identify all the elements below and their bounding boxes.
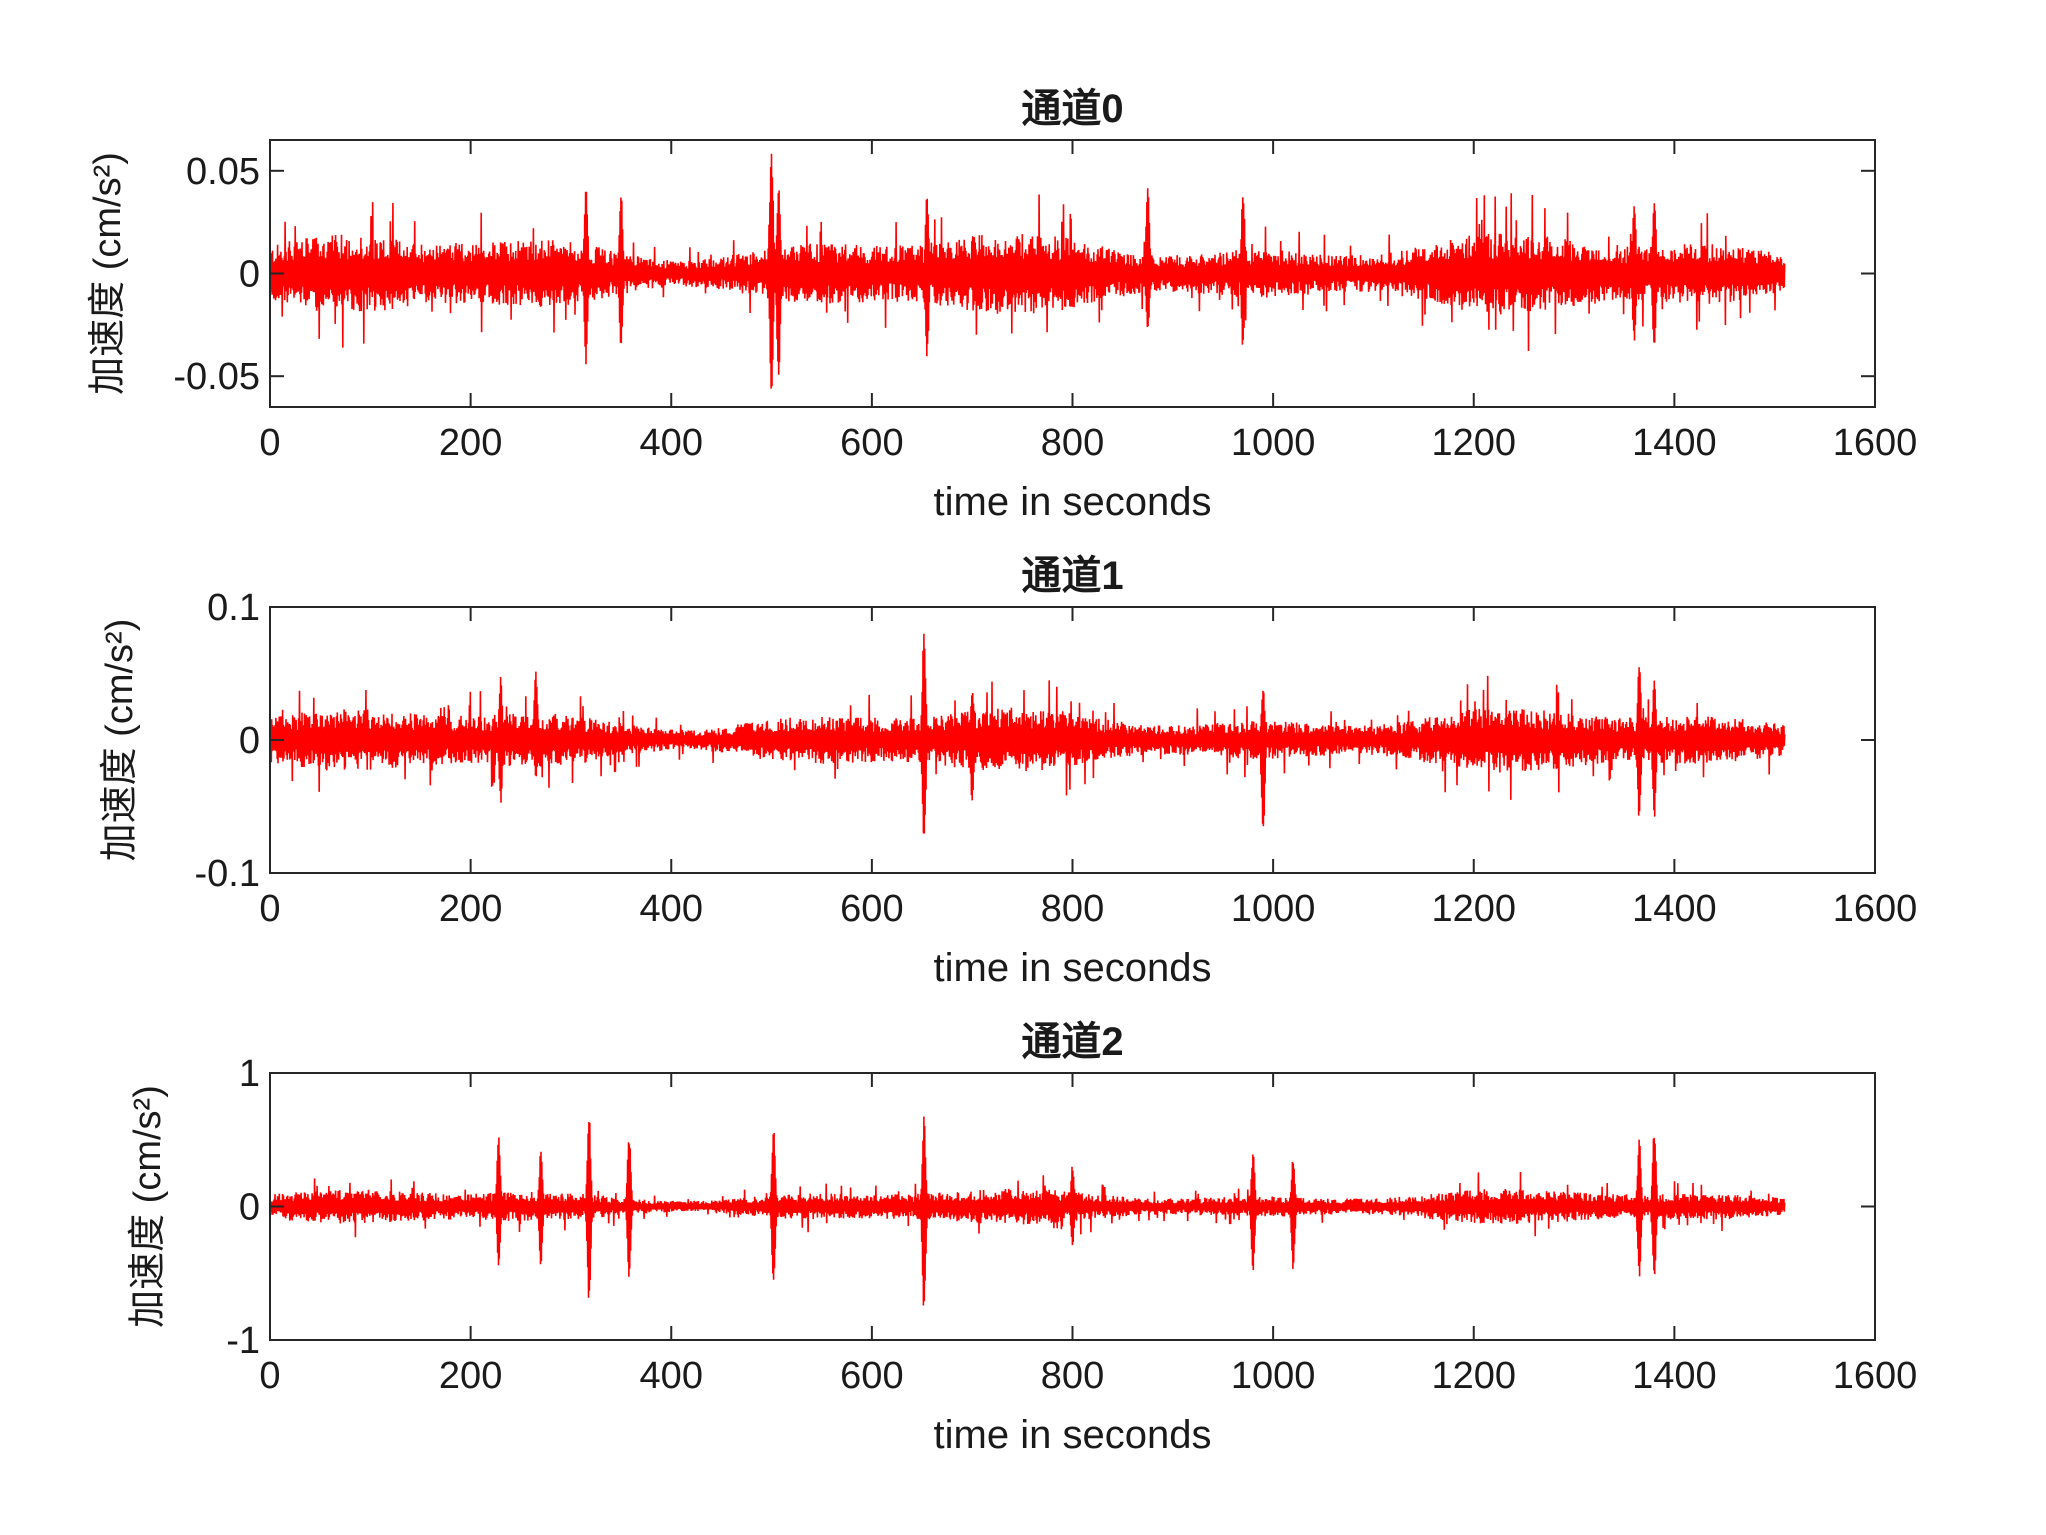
x-tick-label-1-1: 200 — [439, 888, 502, 930]
chart-panel-1: 0 200 400 600 800 1000 1200 1400 1600-0.100.1通道1… — [99, 554, 1917, 990]
x-tick-label-1-5: 1000 — [1231, 888, 1316, 930]
x-tick-label-1-3: 600 — [840, 888, 903, 930]
y-tick-label-1-1: 0 — [239, 720, 260, 762]
x-tick-label-2-2: 400 — [640, 1355, 703, 1397]
x-tick-label-2-4: 800 — [1041, 1355, 1104, 1397]
chart-panel-2: 0 200 400 600 800 1000 1200 1400 1600-101通道2time… — [127, 1020, 1917, 1457]
y-tick-label-1-0: -0.1 — [195, 853, 260, 895]
y-tick-label-0-1: 0 — [239, 254, 260, 296]
y-tick-label-0-0: -0.05 — [173, 356, 260, 398]
panels: 0 200 400 600 800 1000 1200 1400 1600-0.0500.05通… — [87, 87, 1917, 1457]
x-tick-label-0-4: 800 — [1041, 422, 1104, 464]
y-tick-label-2-1: 0 — [239, 1187, 260, 1229]
x-tick-label-2-6: 1200 — [1431, 1355, 1516, 1397]
signal-trace-0 — [270, 153, 1786, 389]
y-axis-label-1: 加速度 (cm/s²) — [99, 619, 141, 862]
x-tick-label-1-6: 1200 — [1431, 888, 1516, 930]
x-tick-label-0-8: 1600 — [1833, 422, 1918, 464]
chart-title-0: 通道0 — [1021, 87, 1123, 131]
chart-title-1: 通道1 — [1021, 554, 1123, 598]
x-tick-label-0-1: 200 — [439, 422, 502, 464]
x-tick-label-1-4: 800 — [1041, 888, 1104, 930]
x-tick-label-2-0: 0 — [259, 1355, 280, 1397]
x-tick-label-0-2: 400 — [640, 422, 703, 464]
x-tick-label-1-0: 0 — [259, 888, 280, 930]
x-tick-label-1-8: 1600 — [1833, 888, 1918, 930]
x-tick-label-2-3: 600 — [840, 1355, 903, 1397]
chart-title-2: 通道2 — [1021, 1020, 1123, 1064]
y-axis-label-2: 加速度 (cm/s²) — [127, 1085, 169, 1328]
x-tick-label-2-5: 1000 — [1231, 1355, 1316, 1397]
x-tick-label-1-2: 400 — [640, 888, 703, 930]
y-tick-label-1-2: 0.1 — [207, 587, 260, 629]
x-axis-label-1: time in seconds — [934, 946, 1212, 990]
signal-trace-2 — [270, 1116, 1786, 1306]
signal-trace-1 — [270, 633, 1786, 834]
chart-panel-0: 0 200 400 600 800 1000 1200 1400 1600 -0.05 0 0.05 通… — [87, 87, 1917, 524]
y-tick-label-0-2: 0.05 — [186, 151, 260, 193]
x-tick-label-2-8: 1600 — [1833, 1355, 1918, 1397]
x-tick-label-2-7: 1400 — [1632, 1355, 1717, 1397]
y-axis-label-0: 加速度 (cm/s²) — [87, 152, 129, 395]
x-tick-label-0-3: 600 — [840, 422, 903, 464]
y-tick-label-2-2: 1 — [239, 1053, 260, 1095]
y-tick-label-2-0: -1 — [226, 1320, 260, 1362]
x-tick-label-2-1: 200 — [439, 1355, 502, 1397]
x-tick-label-0-0: 0 — [259, 422, 280, 464]
x-tick-label-0-5: 1000 — [1231, 422, 1316, 464]
x-tick-label-1-7: 1400 — [1632, 888, 1717, 930]
x-tick-label-0-6: 1200 — [1431, 422, 1516, 464]
x-axis-label-0: time in seconds — [934, 480, 1212, 524]
x-tick-label-0-7: 1400 — [1632, 422, 1717, 464]
x-axis-label-2: time in seconds — [934, 1413, 1212, 1457]
